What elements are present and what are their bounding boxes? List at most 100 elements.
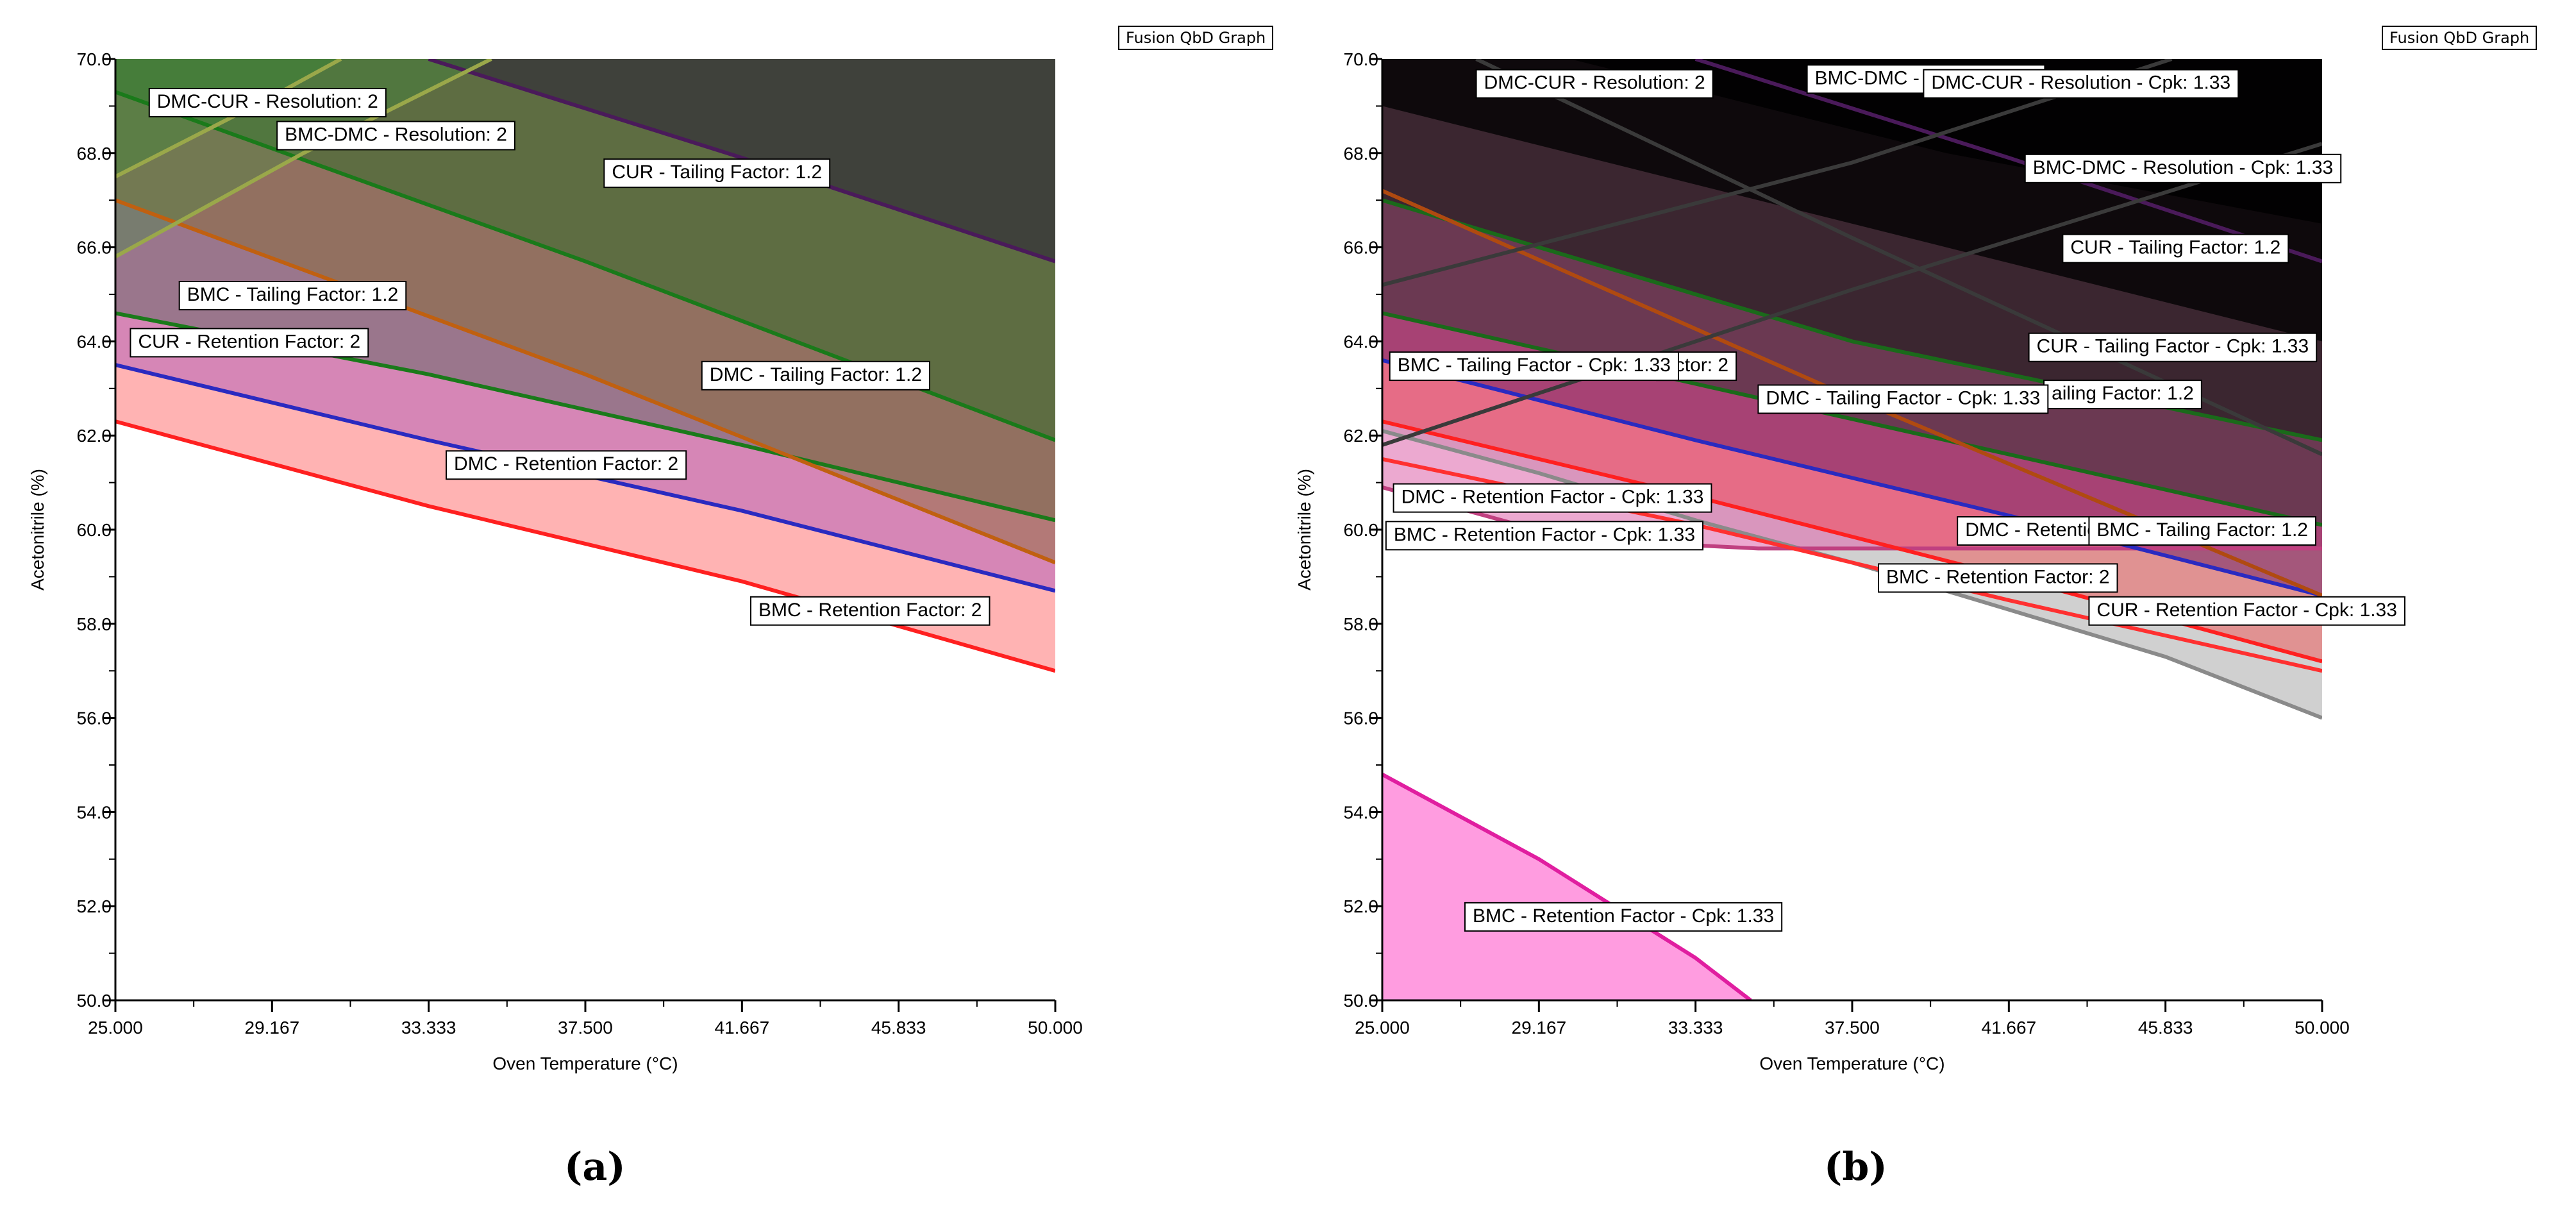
annotation-dmc-cur-resolution-cpk-1-33: DMC-CUR - Resolution - Cpk: 1.33 bbox=[1923, 69, 2239, 99]
annotation-box bbox=[276, 121, 515, 151]
annotation-text: ailing Factor: 1.2 bbox=[2052, 383, 2194, 404]
x-tick-label: 33.333 bbox=[1668, 1018, 1723, 1038]
annotation-dmc-retentio: DMC - Retentio bbox=[1957, 516, 2106, 546]
annotation-dmc-tailing-factor-1-2: DMC - Tailing Factor: 1.2 bbox=[701, 360, 931, 391]
annotation-bmc-dmc-resolution-cpk-1-33: BMC-DMC - Resolution - Cpk: 1.33 bbox=[2024, 153, 2342, 183]
annotation-text: DMC-CUR - Resolution: 2 bbox=[1484, 72, 1705, 94]
y-tick-label: 64.0 bbox=[77, 332, 112, 351]
annotation-text: BMC-DMC - Resolution - Cpk: 1.33 bbox=[2033, 157, 2333, 178]
annotation-text: BMC - Retention Factor: 2 bbox=[758, 600, 982, 621]
x-tick-label: 29.167 bbox=[1512, 1018, 1567, 1038]
y-tick-label: 66.0 bbox=[77, 238, 112, 258]
caption-b: (b) bbox=[1824, 1145, 1887, 1189]
line-cur-tailing bbox=[1694, 59, 2322, 264]
line-dmc-cur-resolution bbox=[115, 59, 492, 258]
annotation-bmc-dmc-resolution-2: BMC-DMC - Resolution: 2 bbox=[276, 121, 515, 151]
x-axis-label: Oven Temperature (°C) bbox=[1759, 1054, 1945, 1073]
annotation-text: DMC-CUR - Resolution - Cpk: 1.33 bbox=[1931, 72, 2230, 94]
y-tick-label: 54.0 bbox=[1344, 802, 1379, 822]
annotation-bmc-retention-factor-cpk-1-33: BMC - Retention Factor - Cpk: 1.33 bbox=[1385, 521, 1704, 551]
annotation-text: DMC - Retentio bbox=[1965, 519, 2098, 541]
annotation-box bbox=[2088, 516, 2316, 546]
chart-panel-b: 25.000 29.167 33.333 37.500 41.667 45.833 50.0… bbox=[1294, 49, 2405, 1073]
line-cur-tailing bbox=[428, 59, 1055, 264]
annotation-box bbox=[2024, 153, 2342, 183]
annotation-text: CUR - Tailing Factor: 1.2 bbox=[612, 162, 822, 183]
annotation-text: BMC - Retention Factor: 2 bbox=[1886, 566, 2109, 587]
annotation-text: BMC - Retention Factor - Cpk: 1.33 bbox=[1473, 905, 1774, 927]
chart-panel-a: 25.000 29.167 33.333 37.500 41.667 45.833 50.0… bbox=[28, 49, 1083, 1073]
annotation-bmc-tailing-factor-1-2: BMC - Tailing Factor: 1.2 bbox=[178, 281, 407, 310]
y-tick-label: 52.0 bbox=[77, 896, 112, 916]
annotation-bmc-retention-factor-cpk-1-33: BMC - Retention Factor - Cpk: 1.33 bbox=[1464, 902, 1783, 932]
annotation-bmc-tailing-factor-1-2: BMC - Tailing Factor: 1.2 bbox=[2088, 516, 2316, 546]
x-axis-label: Oven Temperature (°C) bbox=[492, 1054, 678, 1073]
y-tick-label: 56.0 bbox=[77, 709, 112, 728]
annotation-box bbox=[2062, 233, 2289, 264]
annotation-box bbox=[2088, 596, 2405, 626]
y-tick-label: 50.0 bbox=[1344, 991, 1379, 1011]
annotation-bmc-retention-factor-2: BMC - Retention Factor: 2 bbox=[1878, 563, 2118, 593]
y-tick-label: 56.0 bbox=[1344, 709, 1379, 728]
fusion-qbd-badge-b: Fusion QbD Graph bbox=[2382, 26, 2538, 50]
y-tick-label: 68.0 bbox=[77, 144, 112, 164]
x-tick-label: 45.833 bbox=[2138, 1018, 2193, 1038]
annotation-box bbox=[2028, 332, 2318, 362]
y-tick-label: 62.0 bbox=[1344, 426, 1379, 446]
region-cur-tailing-factor-1-2 bbox=[115, 59, 1055, 262]
annotation-box bbox=[1957, 516, 2106, 546]
fusion-qbd-badge-a: Fusion QbD Graph bbox=[1118, 26, 1274, 50]
annotation-bmc-retention-factor-2: BMC - Retention Factor: 2 bbox=[750, 596, 991, 626]
region-dmc-cur-resolution-cpk-1-33 bbox=[1382, 59, 2322, 224]
annotation-text: BMC - Tailing Factor: 1.2 bbox=[2096, 519, 2308, 541]
annotation-text: BMC - Tailing Factor: 1.2 bbox=[187, 284, 399, 305]
annotation-box bbox=[1393, 483, 1712, 513]
line-bmc-tailing bbox=[115, 198, 1055, 565]
region-bmc-retention-factor-cpk-1-33 bbox=[1382, 774, 1751, 1000]
annotation-box bbox=[1389, 351, 1679, 382]
y-tick-label: 58.0 bbox=[77, 614, 112, 634]
annotation-ailing-factor-1-2: ailing Factor: 1.2 bbox=[2043, 380, 2202, 410]
annotation-text: DMC - Retention Factor: 2 bbox=[454, 453, 678, 475]
y-tick-label: 62.0 bbox=[77, 426, 112, 446]
line-dmc-retention bbox=[1382, 358, 2322, 598]
x-tick-label: 50.000 bbox=[2295, 1018, 2350, 1038]
annotation-box bbox=[148, 88, 387, 118]
y-tick-label: 64.0 bbox=[1344, 332, 1379, 351]
annotation-cur-retention-factor-2: CUR - Retention Factor: 2 bbox=[130, 328, 369, 358]
annotation-box bbox=[750, 596, 991, 626]
annotation-box bbox=[130, 328, 369, 358]
annotation-cur-tailing-factor-1-2: CUR - Tailing Factor: 1.2 bbox=[2062, 233, 2289, 264]
annotation-text: CUR - Tailing Factor - Cpk: 1.33 bbox=[2037, 336, 2309, 357]
x-tick-label: 25.000 bbox=[88, 1018, 143, 1038]
y-tick-label: 58.0 bbox=[1344, 614, 1379, 634]
annotation-dmc-retention-factor-2: DMC - Retention Factor: 2 bbox=[446, 450, 687, 480]
x-tick-label: 37.500 bbox=[558, 1018, 613, 1038]
y-tick-label: 60.0 bbox=[1344, 520, 1379, 540]
annotation-box bbox=[701, 360, 931, 391]
x-tick-label: 41.667 bbox=[715, 1018, 770, 1038]
y-tick-label: 52.0 bbox=[1344, 896, 1379, 916]
x-tick-label: 33.333 bbox=[401, 1018, 456, 1038]
y-tick-label: 60.0 bbox=[77, 520, 112, 540]
annotation-text: CUR - Tailing Factor: 1.2 bbox=[2070, 237, 2280, 258]
annotation-box bbox=[1923, 69, 2239, 99]
x-tick-label: 37.500 bbox=[1825, 1018, 1880, 1038]
annotation-cur-tailing-factor-1-2: CUR - Tailing Factor: 1.2 bbox=[603, 158, 831, 189]
line-bmc-retention bbox=[115, 419, 1055, 673]
y-axis-label: Acetonitrile (%) bbox=[1294, 469, 1314, 591]
annotation-text: BMC-DMC - Resolution: 2 bbox=[285, 124, 507, 145]
annotation-box bbox=[178, 281, 407, 310]
x-tick-label: 25.000 bbox=[1355, 1018, 1410, 1038]
x-tick-label: 41.667 bbox=[1982, 1018, 2037, 1038]
annotation-box bbox=[603, 158, 831, 189]
y-tick-label: 66.0 bbox=[1344, 238, 1379, 258]
annotation-dmc-cur-resolution-2: DMC-CUR - Resolution: 2 bbox=[148, 88, 387, 118]
y-tick-label: 50.0 bbox=[77, 991, 112, 1011]
annotation-text: DMC - Tailing Factor - Cpk: 1.33 bbox=[1766, 387, 2040, 408]
annotation-text: CUR - Retention Factor: 2 bbox=[138, 331, 360, 352]
annotation-text: DMC - Tailing Factor: 1.2 bbox=[710, 364, 922, 385]
x-tick-label: 50.000 bbox=[1028, 1018, 1083, 1038]
annotation-dmc-tailing-factor-cpk-1-33: DMC - Tailing Factor - Cpk: 1.33 bbox=[1757, 384, 2049, 414]
